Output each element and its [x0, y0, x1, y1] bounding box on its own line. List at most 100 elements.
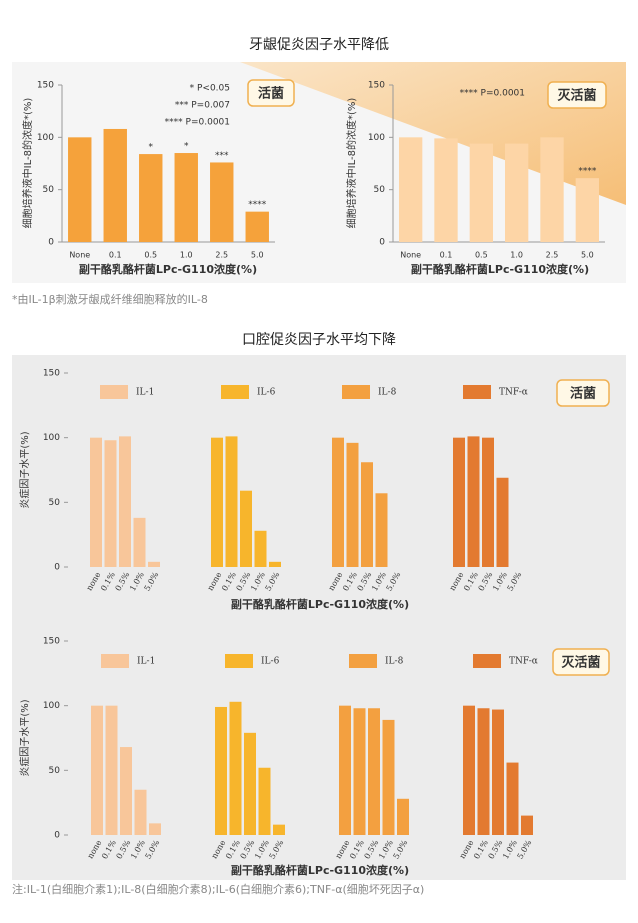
bar [273, 824, 285, 835]
bar [139, 154, 163, 242]
legend-swatch [221, 385, 249, 399]
legend-swatch [225, 654, 253, 668]
bar [229, 701, 242, 835]
bar [211, 437, 223, 567]
annotation: * P<0.05 [190, 84, 230, 94]
bar [453, 437, 465, 567]
x-tick-label: 0.1 [440, 251, 453, 260]
section-title: 牙龈促炎因子水平降低 [249, 37, 389, 53]
annotation: *** P=0.007 [175, 101, 230, 111]
x-tick-label: 2.5 [546, 251, 559, 260]
bar [463, 705, 475, 835]
bar [240, 490, 252, 567]
bar [575, 178, 599, 242]
badge-label: 灭活菌 [560, 655, 600, 671]
y-tick-label: 50 [49, 498, 61, 508]
y-tick-label: 0 [48, 238, 54, 248]
y-tick-label: 100 [37, 133, 54, 143]
bar [105, 705, 118, 835]
annotation: **** P=0.0001 [460, 89, 525, 99]
bar [492, 709, 504, 835]
bar [346, 442, 359, 567]
significance-label: **** [248, 200, 267, 210]
y-tick-label: 150 [43, 369, 60, 379]
legend-swatch [463, 385, 491, 399]
note: *由IL-1β刺激牙龈成纤维细胞释放的IL-8 [12, 292, 208, 306]
bar [467, 436, 480, 567]
bar [353, 708, 366, 835]
bar [375, 493, 388, 567]
legend-swatch [349, 654, 377, 668]
legend-swatch [101, 654, 129, 668]
legend-label: IL-6 [261, 657, 280, 667]
y-tick-label: 150 [43, 637, 60, 647]
bar [174, 153, 198, 242]
bar [225, 436, 238, 567]
y-tick-label: 100 [368, 133, 385, 143]
legend-label: IL-6 [257, 388, 276, 398]
badge [547, 81, 607, 109]
bar [399, 137, 423, 242]
legend-label: TNF-α [499, 388, 528, 398]
legend-label: IL-1 [136, 388, 154, 398]
y-tick-label: 50 [43, 185, 55, 195]
x-tick-label: 0.1 [109, 251, 122, 260]
bar [469, 143, 493, 242]
bar [134, 789, 147, 835]
x-tick-label: 0.5 [475, 251, 488, 260]
legend-label: TNF-α [509, 657, 538, 667]
badge [247, 79, 295, 107]
bar [68, 137, 92, 242]
bar [368, 708, 380, 835]
legend-label: IL-8 [378, 388, 397, 398]
significance-label: * [149, 143, 154, 153]
x-axis-label: 副干酪乳酪杆菌LPc-G110浓度(%) [231, 863, 409, 877]
x-tick-label: 5.0 [581, 251, 594, 260]
y-tick-label: 50 [49, 766, 61, 776]
bar [482, 437, 494, 567]
bar [254, 530, 267, 567]
decoration [240, 62, 626, 205]
x-axis-label: 副干酪乳酪杆菌LPc-G110浓度(%) [79, 262, 257, 276]
bar [149, 823, 161, 835]
annotation: **** P=0.0001 [165, 118, 230, 128]
bar [103, 128, 127, 242]
y-tick-label: 50 [374, 185, 386, 195]
legend-swatch [473, 654, 501, 668]
y-tick-label: 150 [368, 81, 385, 91]
panel [12, 355, 626, 880]
legend-label: IL-1 [137, 657, 155, 667]
bar [90, 437, 102, 567]
bar [245, 211, 269, 242]
badge [552, 648, 610, 676]
x-tick-label: 0.5 [144, 251, 157, 260]
y-axis-label: 炎症因子水平(%) [18, 699, 31, 776]
legend-swatch [100, 385, 128, 399]
bar [506, 762, 519, 835]
bar [332, 437, 344, 567]
x-axis-label: 副干酪乳酪杆菌LPc-G110浓度(%) [411, 262, 589, 276]
x-tick-label: 2.5 [215, 251, 228, 260]
significance-label: **** [578, 167, 597, 177]
y-axis-label: 细胞培养液中IL-8的浓度*(%) [345, 98, 358, 229]
bar [148, 561, 160, 567]
bar [244, 732, 256, 835]
bar [477, 708, 490, 835]
legend-label: IL-8 [385, 657, 404, 667]
y-axis-label: 细胞培养液中IL-8的浓度*(%) [21, 98, 34, 229]
y-axis-label: 炎症因子水平(%) [18, 431, 31, 508]
bar [339, 705, 351, 835]
bar [521, 815, 533, 835]
bar [210, 162, 234, 242]
legend-swatch [342, 385, 370, 399]
bar [540, 137, 564, 242]
note: 注:IL-1(白细胞介素1);IL-8(白细胞介素8);IL-6(白细胞介素6)… [12, 882, 424, 896]
bar [215, 706, 227, 835]
bar [104, 440, 117, 567]
bar [133, 517, 146, 567]
x-tick-label: None [400, 251, 421, 260]
bar [496, 477, 509, 567]
badge-label: 灭活菌 [556, 88, 596, 104]
bar [434, 138, 458, 242]
